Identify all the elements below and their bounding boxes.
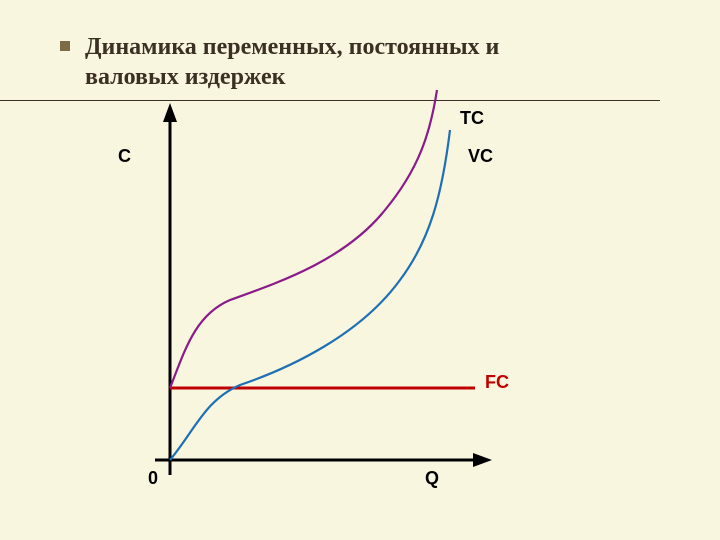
x-axis-label: Q — [425, 468, 439, 489]
slide-title: Динамика переменных, постоянных и валовы… — [85, 32, 499, 92]
chart-stage: C 0 Q TC VC FC — [130, 100, 560, 500]
title-line-1: Динамика переменных, постоянных и — [85, 34, 499, 60]
cost-curves-chart — [130, 100, 560, 500]
y-axis-label: C — [118, 146, 131, 167]
fc-label: FC — [485, 372, 509, 393]
axes — [155, 103, 492, 475]
title-bullet — [60, 41, 70, 51]
tc-label: TC — [460, 108, 484, 129]
origin-label: 0 — [148, 468, 158, 489]
slide: Динамика переменных, постоянных и валовы… — [0, 0, 720, 540]
vc-label: VC — [468, 146, 493, 167]
title-line-2: валовых издержек — [85, 64, 285, 90]
tc-curve — [170, 90, 437, 388]
